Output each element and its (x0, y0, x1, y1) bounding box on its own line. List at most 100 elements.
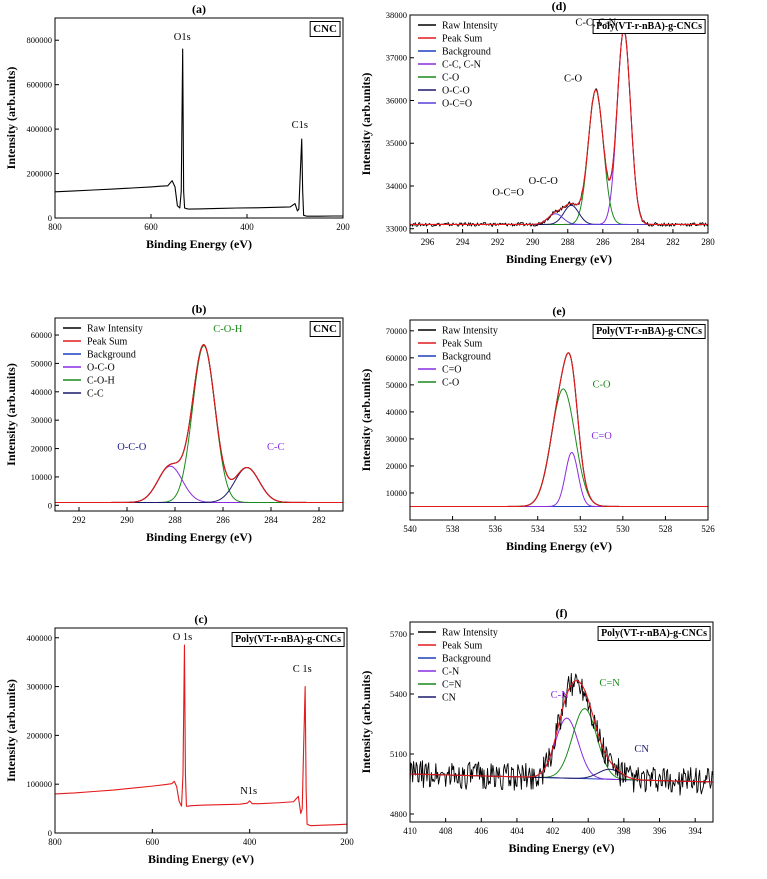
plot-area (410, 352, 708, 508)
plot-frame (409, 319, 709, 521)
y-tick-label: 20000 (31, 444, 52, 454)
y-tick-label: 200000 (27, 730, 53, 740)
series-c-o (410, 89, 708, 225)
y-tick-label: 20000 (386, 461, 407, 471)
y-tick-label: 38000 (386, 10, 407, 20)
y-tick-label: 40000 (386, 407, 407, 417)
y-tick-label: 800000 (27, 35, 53, 45)
annotation: C-O (564, 73, 583, 84)
legend-entry: O-C-O (87, 363, 115, 374)
sample-label: Poly(VT-r-nBA)-g-CNCs (601, 628, 707, 639)
sample-label-box (592, 324, 706, 339)
x-tick-label: 406 (475, 826, 489, 836)
y-axis-label: Intensity (arb.units) (4, 679, 18, 782)
x-tick-label: 800 (48, 222, 62, 232)
x-tick-label: 394 (688, 826, 702, 836)
x-tick-label: 526 (701, 524, 715, 534)
x-tick-label: 600 (146, 837, 160, 847)
plot-frame (409, 621, 714, 823)
x-tick-label: 292 (72, 515, 86, 525)
legend-entry: Background (87, 350, 136, 361)
y-tick-label: 40000 (31, 387, 52, 397)
annotation: C-C, C-N (575, 18, 616, 29)
x-tick-label: 400 (243, 837, 257, 847)
series-peak-sum (55, 344, 343, 504)
legend-entry: C-O-H (87, 376, 115, 387)
legend-entry: Peak Sum (87, 337, 128, 348)
annotation: O-C-O (529, 176, 559, 187)
y-tick-label: 300000 (27, 682, 53, 692)
y-tick-label: 0 (48, 500, 52, 510)
x-tick-label: 410 (403, 826, 417, 836)
annotation: C1s (292, 120, 308, 131)
x-tick-label: 540 (403, 524, 417, 534)
legend-entry: Raw Intensity (87, 324, 143, 335)
legend: Raw Intensity Peak Sum Background O-C-O C-O-… (63, 324, 143, 400)
sample-label-box (597, 626, 711, 641)
x-axis-label: Binding Energy (eV) (148, 852, 254, 866)
series-peak-sum (410, 29, 708, 225)
legend-entry: CN (442, 693, 456, 704)
y-tick-label: 70000 (386, 326, 407, 336)
legend-entry: Background (442, 47, 491, 58)
annotation: C-O-H (213, 324, 243, 335)
y-tick-label: 400000 (27, 633, 53, 643)
annotation: O-C=O (492, 187, 524, 198)
plot-area (410, 672, 713, 796)
annotation: CN (634, 744, 649, 755)
panel-label: (f) (556, 606, 568, 620)
sample-label-box (231, 632, 345, 647)
x-tick-label: 800 (48, 837, 62, 847)
y-tick-label: 4800 (390, 809, 407, 819)
x-tick-label: 200 (340, 837, 354, 847)
y-tick-label: 30000 (31, 415, 52, 425)
series-c-o (410, 388, 708, 507)
sample-label: Poly(VT-r-nBA)-g-CNCs (235, 634, 341, 645)
x-axis-label: Binding Energy (eV) (146, 237, 252, 251)
annotation: O 1s (173, 632, 193, 643)
y-tick-label: 5100 (390, 749, 407, 759)
y-tick-label: 37000 (386, 53, 407, 63)
x-tick-label: 284 (631, 237, 645, 247)
y-axis-label: Intensity (arb.units) (359, 671, 373, 774)
series-c-c (55, 467, 343, 503)
x-axis-label: Binding Energy (eV) (508, 841, 614, 855)
y-tick-label: 600000 (27, 80, 53, 90)
x-tick-label: 286 (216, 515, 230, 525)
y-tick-label: 34000 (386, 181, 407, 191)
y-tick-label: 33000 (386, 224, 407, 234)
x-tick-label: 536 (488, 524, 502, 534)
x-tick-label: 282 (666, 237, 680, 247)
y-tick-label: 50000 (386, 380, 407, 390)
annotation: C 1s (293, 664, 312, 675)
y-tick-label: 35000 (386, 138, 407, 148)
y-axis-label: Intensity (arb.units) (4, 67, 18, 170)
y-tick-label: 60000 (386, 353, 407, 363)
plot-area (410, 29, 708, 227)
plot-area (55, 48, 343, 217)
legend-entry: Raw Intensity (442, 326, 498, 337)
x-tick-label: 280 (701, 237, 715, 247)
panel-label: (b) (192, 302, 207, 316)
plot-area (55, 344, 343, 504)
y-axis-label: Intensity (arb.units) (359, 369, 373, 472)
y-tick-label: 0 (48, 213, 52, 223)
panel-label: (a) (192, 2, 206, 16)
legend-entry: Peak Sum (442, 34, 483, 45)
x-tick-label: 400 (240, 222, 254, 232)
legend-entry: Raw Intensity (442, 628, 498, 639)
x-tick-label: 528 (659, 524, 673, 534)
x-tick-label: 404 (510, 826, 524, 836)
y-tick-label: 30000 (386, 434, 407, 444)
series-c-o (410, 452, 708, 507)
y-tick-label: 5700 (390, 629, 407, 639)
y-tick-label: 200000 (27, 169, 53, 179)
legend-entry: Background (442, 654, 491, 665)
sample-label: CNC (313, 323, 337, 335)
panel-d: (d) 296 294 292 290 288 286 284 282 280 33000 34000… (359, 0, 715, 266)
y-axis-label: Intensity (arb.units) (4, 363, 18, 466)
panel-f: (f) 410 408 406 404 402 400 398 396 394 4800 5100 54… (359, 606, 714, 855)
x-axis-label: Binding Energy (eV) (506, 252, 612, 266)
legend: Raw Intensity Peak Sum Background C=O C-O (418, 326, 498, 389)
